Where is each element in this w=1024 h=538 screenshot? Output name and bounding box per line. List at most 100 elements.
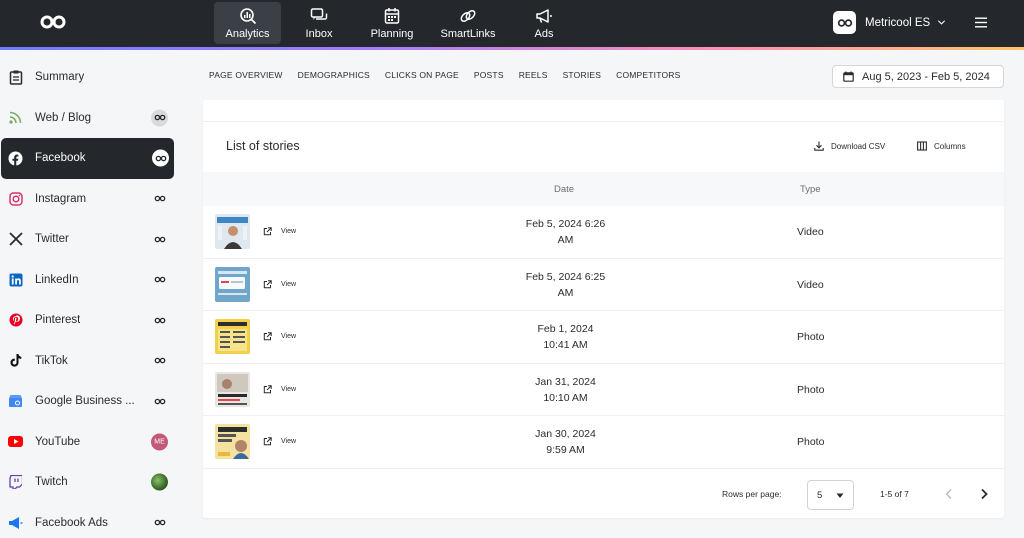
- connected-badge-icon: [151, 393, 168, 410]
- metricool-logo-icon[interactable]: [40, 15, 66, 29]
- account-switcher[interactable]: Metricool ES: [833, 11, 946, 34]
- connected-badge-icon: [151, 352, 168, 369]
- connected-badge-icon: [152, 149, 169, 167]
- nav-ads[interactable]: Ads: [509, 2, 579, 44]
- table-row: View Feb 5, 2024 6:25 AM Video: [203, 259, 1004, 311]
- view-label: View: [281, 438, 297, 445]
- story-type: Photo: [797, 383, 825, 396]
- card-title: List of stories: [226, 139, 300, 153]
- download-csv-button[interactable]: Download CSV: [814, 141, 885, 151]
- nav-planning-label: Planning: [370, 27, 414, 40]
- sidebar-item-google-business[interactable]: Google Business ...: [0, 381, 180, 422]
- sidebar-item-web-blog[interactable]: Web / Blog: [0, 98, 180, 139]
- tab-demographics[interactable]: DEMOGRAPHICS: [297, 70, 370, 80]
- table-header: Date Type: [203, 172, 1004, 206]
- time-line: AM: [557, 286, 574, 299]
- sidebar-item-instagram[interactable]: Instagram: [0, 179, 180, 220]
- sidebar-item-label: TikTok: [35, 354, 68, 367]
- nav-inbox[interactable]: Inbox: [284, 2, 354, 44]
- view-story-link[interactable]: View: [263, 437, 296, 446]
- sidebar-item-pinterest[interactable]: Pinterest: [0, 300, 180, 341]
- sidebar-item-twitch[interactable]: Twitch: [0, 462, 180, 503]
- divider: [203, 121, 1004, 122]
- columns-button[interactable]: Columns: [917, 141, 966, 151]
- date-line: Feb 5, 2024 6:25: [525, 270, 606, 283]
- columns-label: Columns: [934, 141, 966, 151]
- pagination: Rows per page: 5 1-5 of 7: [203, 480, 1004, 510]
- sidebar-item-linkedin[interactable]: LinkedIn: [0, 260, 180, 301]
- connected-badge-icon: [151, 514, 168, 531]
- section-tabs: PAGE OVERVIEW DEMOGRAPHICS CLICKS ON PAG…: [209, 70, 696, 80]
- rows-per-page-select[interactable]: 5: [807, 480, 854, 510]
- tab-reels[interactable]: REELS: [518, 70, 548, 80]
- view-label: View: [281, 385, 297, 393]
- connected-badge-icon: [151, 190, 168, 207]
- story-type: Video: [797, 278, 824, 291]
- view-story-link[interactable]: View: [263, 279, 296, 289]
- twitch-account-avatar: [151, 473, 168, 491]
- sidebar-item-summary[interactable]: Summary: [0, 57, 180, 98]
- nav-planning[interactable]: Planning: [357, 2, 427, 44]
- tab-competitors[interactable]: COMPETITORS: [616, 70, 681, 80]
- story-date: Jan 31, 2024 10:10 AM: [503, 374, 628, 406]
- rows-per-page-value: 5: [817, 489, 823, 501]
- metricool-avatar-icon: [837, 18, 852, 27]
- nav-analytics-label: Analytics: [225, 27, 270, 40]
- connected-badge-icon: [151, 109, 168, 127]
- hamburger-menu-icon[interactable]: [975, 17, 987, 28]
- sidebar-item-label: YouTube: [35, 435, 81, 448]
- story-date: Feb 5, 2024 6:26 AM: [503, 216, 628, 248]
- external-link-icon: [263, 227, 272, 236]
- view-story-link[interactable]: View: [263, 227, 296, 236]
- analytics-icon: [239, 7, 256, 24]
- external-link-icon: [263, 332, 272, 341]
- date-range-text: Aug 5, 2023 - Feb 5, 2024: [862, 70, 990, 83]
- story-thumbnail[interactable]: [215, 371, 250, 407]
- download-icon: [814, 141, 824, 151]
- nav-smartlinks[interactable]: SmartLinks: [430, 2, 506, 44]
- sidebar-item-twitter[interactable]: Twitter: [0, 219, 180, 260]
- tiktok-icon: [8, 353, 23, 368]
- date-range-picker[interactable]: Aug 5, 2023 - Feb 5, 2024: [832, 65, 1004, 88]
- tab-clicks-on-page[interactable]: CLICKS ON PAGE: [384, 70, 459, 80]
- view-label: View: [281, 333, 297, 340]
- view-story-link[interactable]: View: [263, 332, 296, 341]
- view-story-link[interactable]: View: [263, 384, 297, 394]
- sidebar-item-tiktok[interactable]: TikTok: [0, 341, 180, 382]
- tab-page-overview[interactable]: PAGE OVERVIEW: [209, 70, 283, 80]
- column-header-date[interactable]: Date: [554, 184, 575, 195]
- pinterest-icon: [8, 313, 23, 328]
- account-name: Metricool ES: [865, 16, 931, 29]
- story-thumbnail[interactable]: [215, 214, 250, 249]
- table-row: View Jan 31, 2024 10:10 AM Photo: [203, 364, 1004, 416]
- twitch-icon: [8, 475, 23, 490]
- column-header-type[interactable]: Type: [800, 184, 821, 195]
- time-line: 10:10 AM: [543, 391, 588, 404]
- nav-analytics[interactable]: Analytics: [214, 2, 281, 44]
- sidebar-item-youtube[interactable]: YouTube ME: [0, 422, 180, 463]
- nav-inbox-label: Inbox: [305, 27, 333, 40]
- download-csv-label: Download CSV: [831, 141, 886, 151]
- tab-posts[interactable]: POSTS: [473, 70, 504, 80]
- megaphone-icon: [536, 8, 552, 23]
- story-thumbnail[interactable]: [215, 424, 250, 459]
- rss-icon: [8, 110, 23, 125]
- connected-badge-icon: [151, 312, 168, 329]
- youtube-icon: [8, 434, 23, 449]
- sidebar-item-label: Instagram: [35, 192, 87, 205]
- story-thumbnail[interactable]: [215, 266, 250, 302]
- x-icon: [8, 232, 23, 247]
- rows-per-page-label: Rows per page:: [722, 489, 782, 499]
- sidebar-item-label: Facebook: [35, 152, 86, 165]
- columns-icon: [917, 141, 927, 151]
- sidebar-item-facebook-ads[interactable]: Facebook Ads: [0, 503, 180, 538]
- time-line: 10:41 AM: [543, 339, 588, 351]
- chevron-left-icon[interactable]: [944, 488, 954, 500]
- caret-down-icon: [836, 493, 844, 498]
- story-thumbnail[interactable]: [215, 319, 250, 354]
- sidebar-item-facebook[interactable]: Facebook: [1, 138, 174, 179]
- sidebar: Summary Web / Blog Facebook Instagram Tw…: [0, 57, 180, 538]
- tab-stories[interactable]: STORIES: [562, 70, 602, 80]
- chevron-right-icon[interactable]: [979, 488, 989, 500]
- nav-ads-label: Ads: [534, 27, 554, 40]
